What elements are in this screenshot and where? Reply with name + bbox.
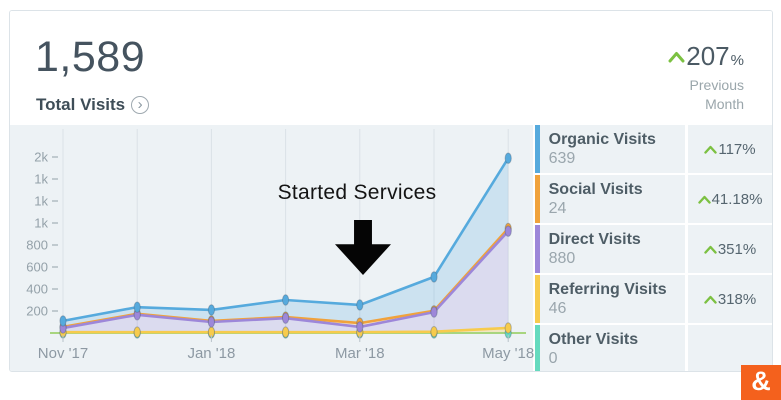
ampersand-glyph: & <box>751 366 771 396</box>
legend-label-cell: Organic Visits 639 <box>540 125 685 173</box>
total-visits-card: 1,589 Total Visits › 207 % Previous Mont… <box>9 10 773 372</box>
legend-label: Social Visits <box>548 181 643 198</box>
legend-change: 318% <box>717 290 757 308</box>
legend-value: 880 <box>548 250 576 268</box>
metric-row: Total Visits › <box>36 95 150 115</box>
legend-value: 24 <box>548 200 567 218</box>
caret-up-icon <box>704 295 717 304</box>
legend-change-cell: 351% <box>685 225 772 273</box>
metric-label: Total Visits <box>36 95 126 114</box>
marker-direct-visits[interactable] <box>282 312 290 324</box>
caret-up-icon <box>668 51 685 62</box>
svg-text:2k: 2k <box>34 150 48 165</box>
legend-panel: Organic Visits 639 117% Social Visits 24 <box>532 125 772 371</box>
legend-value: 639 <box>548 150 576 168</box>
total-visits-value: 1,589 <box>35 33 146 81</box>
legend-value: 46 <box>548 300 567 318</box>
svg-text:1k: 1k <box>34 172 48 187</box>
legend-change: 351% <box>717 240 757 258</box>
caret-up-icon <box>697 195 711 204</box>
marker-direct-visits[interactable] <box>430 306 438 318</box>
legend-row-3[interactable]: Referring Visits 46 318% <box>534 275 772 323</box>
legend-row-4[interactable]: Other Visits 0 <box>534 325 772 371</box>
svg-text:Mar '18: Mar '18 <box>335 345 385 362</box>
svg-text:800: 800 <box>26 238 48 253</box>
svg-text:1k: 1k <box>34 216 48 231</box>
marker-referring-visits[interactable] <box>282 326 290 338</box>
legend-row-2[interactable]: Direct Visits 880 351% <box>534 225 772 273</box>
marker-referring-visits[interactable] <box>504 322 512 334</box>
marker-referring-visits[interactable] <box>133 326 141 338</box>
legend-row-0[interactable]: Organic Visits 639 117% <box>534 125 772 173</box>
legend-change-cell: 117% <box>685 125 772 173</box>
legend-change: 41.18% <box>711 190 763 208</box>
marker-organic-visits[interactable] <box>430 271 438 283</box>
legend-change-cell <box>685 325 772 371</box>
marker-direct-visits[interactable] <box>207 316 215 328</box>
svg-text:May '18: May '18 <box>482 345 534 362</box>
y-axis: 200 400 600 800 1k 1k 1k 2k <box>26 150 58 319</box>
svg-text:200: 200 <box>26 304 48 319</box>
marker-organic-visits[interactable] <box>59 315 67 327</box>
marker-organic-visits[interactable] <box>282 294 290 306</box>
legend-label: Other Visits <box>548 331 639 348</box>
delta-row: 207 % <box>668 41 744 72</box>
svg-text:1k: 1k <box>34 194 48 209</box>
svg-text:400: 400 <box>26 282 48 297</box>
delta-caption: Previous Month <box>689 77 744 112</box>
legend-row-1[interactable]: Social Visits 24 41.18% <box>534 175 772 223</box>
month-change: 207 % Previous Month <box>668 41 744 114</box>
marker-organic-visits[interactable] <box>133 301 141 313</box>
marker-organic-visits[interactable] <box>207 304 215 316</box>
legend-label: Referring Visits <box>548 281 667 298</box>
caret-up-icon <box>704 145 718 154</box>
caret-up-icon <box>704 245 717 254</box>
svg-text:600: 600 <box>26 260 48 275</box>
legend-value: 0 <box>548 350 558 368</box>
legend-label: Direct Visits <box>548 231 641 248</box>
legend-change-cell: 318% <box>685 275 772 323</box>
svg-text:Jan '18: Jan '18 <box>187 345 235 362</box>
delta-value: 207 <box>686 41 730 71</box>
svg-text:Nov '17: Nov '17 <box>38 345 88 362</box>
drilldown-chevron-icon[interactable]: › <box>131 96 150 114</box>
marker-referring-visits[interactable] <box>430 325 438 338</box>
delta-unit: % <box>730 51 744 69</box>
marker-organic-visits[interactable] <box>504 152 512 164</box>
legend-label-cell: Referring Visits 46 <box>540 275 685 323</box>
annotation-text: Started Services <box>277 181 437 204</box>
card-body: 200 400 600 800 1k 1k 1k 2k Nov '17 Jan '18 Mar '1… <box>10 125 772 371</box>
legend-change: 117% <box>718 140 756 158</box>
visits-chart: 200 400 600 800 1k 1k 1k 2k Nov '17 Jan '18 Mar '1… <box>10 125 534 371</box>
stacked-area-chart: 200 400 600 800 1k 1k 1k 2k Nov '17 Jan '18 Mar '1… <box>26 129 534 362</box>
data-point-markers <box>59 152 512 339</box>
legend-label-cell: Other Visits 0 <box>540 325 685 371</box>
marker-organic-visits[interactable] <box>356 299 364 311</box>
ampersand-logo: & <box>741 365 781 400</box>
legend-label: Organic Visits <box>548 131 656 148</box>
legend-change-cell: 41.18% <box>685 175 772 223</box>
x-axis: Nov '17 Jan '18 Mar '18 May '18 <box>38 335 534 362</box>
card-header: 1,589 Total Visits › 207 % Previous Mont… <box>10 11 772 125</box>
marker-direct-visits[interactable] <box>356 321 364 333</box>
legend-label-cell: Direct Visits 880 <box>540 225 685 273</box>
marker-direct-visits[interactable] <box>504 225 512 237</box>
legend-label-cell: Social Visits 24 <box>540 175 685 223</box>
